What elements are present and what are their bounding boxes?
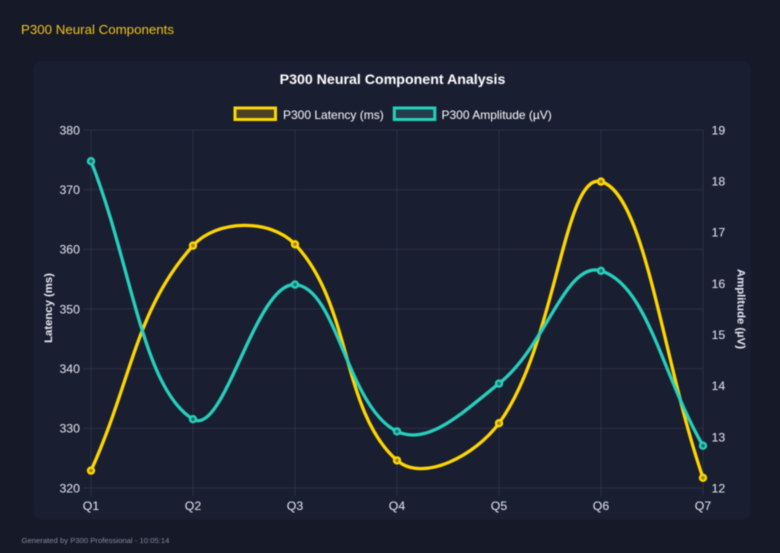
svg-text:P300 Neural Component Analysis: P300 Neural Component Analysis xyxy=(280,72,506,88)
svg-text:Q6: Q6 xyxy=(593,499,610,513)
svg-text:Q5: Q5 xyxy=(491,499,508,513)
svg-text:12: 12 xyxy=(712,481,726,495)
svg-text:13: 13 xyxy=(712,430,726,444)
svg-text:16: 16 xyxy=(712,277,726,291)
svg-text:P300 Amplitude (µV): P300 Amplitude (µV) xyxy=(442,108,552,122)
svg-text:Latency (ms): Latency (ms) xyxy=(43,273,55,343)
svg-text:Generated by P300 Professional: Generated by P300 Professional - 10:05:1… xyxy=(22,536,171,545)
svg-text:19: 19 xyxy=(712,123,726,137)
svg-text:380: 380 xyxy=(59,123,80,137)
svg-text:Q4: Q4 xyxy=(389,499,406,513)
svg-text:Q1: Q1 xyxy=(83,499,100,513)
svg-text:Q2: Q2 xyxy=(185,499,202,513)
svg-text:15: 15 xyxy=(712,328,726,342)
svg-text:320: 320 xyxy=(59,481,80,495)
svg-text:Q7: Q7 xyxy=(695,499,712,513)
svg-text:14: 14 xyxy=(712,379,726,393)
svg-text:18: 18 xyxy=(712,175,726,189)
svg-text:360: 360 xyxy=(59,243,80,257)
svg-text:Q3: Q3 xyxy=(287,499,304,513)
svg-text:370: 370 xyxy=(59,183,80,197)
svg-text:P300 Neural Components: P300 Neural Components xyxy=(21,22,174,37)
svg-text:17: 17 xyxy=(712,226,726,240)
svg-text:330: 330 xyxy=(59,422,80,436)
svg-text:Amplitude (µV): Amplitude (µV) xyxy=(735,269,747,349)
svg-text:350: 350 xyxy=(59,302,80,316)
svg-text:340: 340 xyxy=(59,362,80,376)
svg-text:P300 Latency (ms): P300 Latency (ms) xyxy=(283,108,384,122)
